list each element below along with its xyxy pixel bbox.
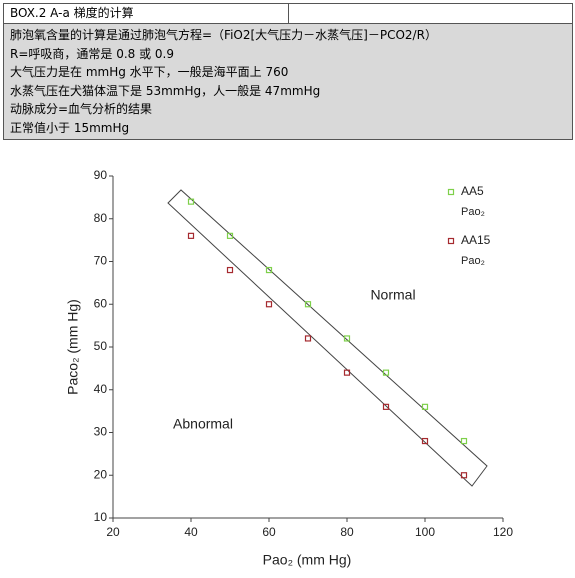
box-line: 水蒸气压在犬猫体温下是 53mmHg，人一般是 47mmHg: [10, 83, 321, 98]
y-tick-label: 70: [94, 254, 108, 268]
legend-marker: [447, 188, 455, 196]
legend-label: AA15: [461, 233, 491, 247]
y-tick-label: 40: [94, 382, 108, 396]
point: [187, 232, 195, 239]
x-axis-title: Pao₂ (mm Hg): [263, 552, 352, 568]
point: [265, 301, 273, 308]
y-tick-label: 60: [94, 296, 108, 310]
normal-band: [167, 189, 488, 487]
box-title-row: BOX.2 A-a 梯度的计算: [4, 4, 572, 24]
info-box: BOX.2 A-a 梯度的计算 肺泡氧含量的计算是通过肺泡气方程=（FiO2[大…: [3, 3, 573, 140]
x-tick-label: 20: [106, 525, 120, 539]
y-axis-title: Paco₂ (mm Hg): [65, 299, 81, 395]
point: [187, 198, 195, 205]
x-tick-label: 80: [340, 525, 354, 539]
point: [343, 335, 351, 342]
legend-sublabel: Pao₂: [461, 255, 485, 267]
box-line: 大气压力是在 mmHg 水平下，一般是海平面上 760: [10, 65, 289, 79]
y-tick-label: 10: [94, 510, 108, 524]
x-tick-label: 100: [415, 525, 435, 539]
y-tick-label: 80: [94, 211, 108, 225]
point: [421, 437, 429, 445]
annotation: Abnormal: [173, 416, 233, 432]
annotation: Normal: [370, 287, 415, 303]
legend-marker: [447, 237, 455, 245]
box-title: BOX.2 A-a 梯度的计算: [4, 4, 289, 23]
box-line: 肺泡氧含量的计算是通过肺泡气方程=（FiO2[大气压力－水蒸气压]－PCO2/R…: [10, 28, 437, 42]
legend-label: AA5: [461, 184, 484, 198]
point: [460, 472, 468, 479]
x-tick-label: 120: [493, 525, 513, 539]
y-tick-label: 20: [94, 467, 108, 481]
point: [382, 403, 390, 410]
point: [421, 403, 429, 410]
x-tick-label: 60: [262, 525, 276, 539]
box-line: R=呼吸商，通常是 0.8 或 0.9: [10, 46, 175, 61]
point: [265, 266, 273, 274]
y-tick-label: 30: [94, 425, 108, 439]
legend-sublabel: Pao₂: [461, 206, 485, 218]
box-line: 正常值小于 15mmHg: [10, 120, 130, 135]
point: [460, 437, 468, 445]
point: [382, 369, 390, 376]
x-tick-label: 40: [184, 525, 198, 539]
box-line: 动脉成分=血气分析的结果: [10, 102, 153, 116]
point: [226, 266, 234, 274]
point: [304, 335, 312, 342]
point: [304, 301, 312, 308]
box-body: 肺泡氧含量的计算是通过肺泡气方程=（FiO2[大气压力－水蒸气压]－PCO2/R…: [4, 24, 572, 139]
point: [226, 232, 234, 239]
point: [343, 369, 351, 376]
y-tick-label: 90: [94, 168, 108, 182]
y-tick-label: 50: [94, 339, 108, 353]
